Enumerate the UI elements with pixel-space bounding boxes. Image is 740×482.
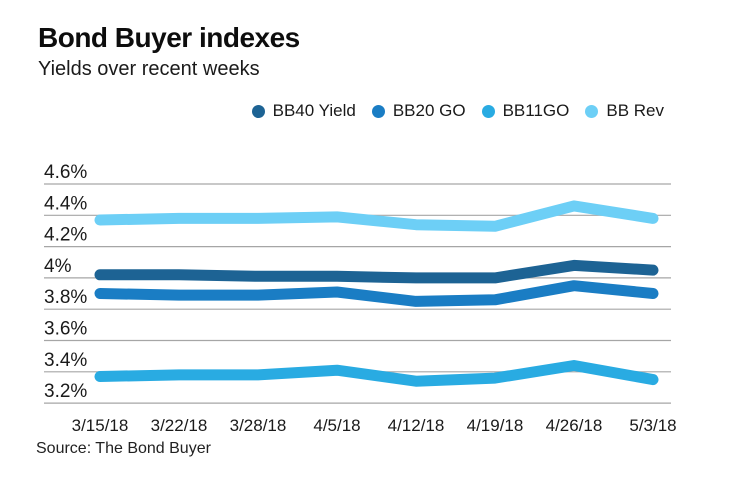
x-tick-label: 3/22/18 bbox=[151, 416, 208, 435]
y-tick-label: 4% bbox=[44, 256, 72, 277]
legend-item-bb40-yield: BB40 Yield bbox=[251, 101, 356, 121]
series-line-bb40-yield bbox=[94, 259, 659, 284]
legend-item-bb11go: BB11GO bbox=[481, 101, 570, 121]
series-line-bb11go bbox=[94, 360, 659, 387]
legend-item-label: BB Rev bbox=[606, 101, 664, 120]
y-tick-label: 3.6% bbox=[44, 319, 87, 340]
y-tick-label: 3.4% bbox=[44, 350, 87, 371]
y-tick-label: 3.2% bbox=[44, 381, 87, 402]
legend-color-dot-icon bbox=[371, 104, 385, 118]
series-line-bb20-go bbox=[94, 280, 659, 307]
legend-item-label: BB11GO bbox=[502, 101, 570, 120]
y-tick-label: 4.2% bbox=[44, 225, 87, 246]
y-tick-label: 4.6% bbox=[44, 162, 87, 183]
x-tick-label: 3/28/18 bbox=[230, 416, 287, 435]
legend-item-label: BB40 Yield bbox=[272, 101, 356, 120]
chart-subtitle: Yields over recent weeks bbox=[38, 58, 260, 80]
x-tick-label: 4/26/18 bbox=[546, 416, 603, 435]
legend-item-bb20-go: BB20 GO bbox=[371, 101, 466, 121]
source-attribution: Source: The Bond Buyer bbox=[36, 440, 211, 457]
x-tick-label: 4/19/18 bbox=[467, 416, 524, 435]
legend-item-bb-rev: BB Rev bbox=[585, 101, 664, 121]
chart-legend: BB40 Yield BB20 GO BB11GO BB Rev bbox=[0, 101, 664, 121]
y-tick-label: 3.8% bbox=[44, 287, 87, 308]
y-tick-label: 4.4% bbox=[44, 193, 87, 214]
x-tick-label: 4/12/18 bbox=[388, 416, 445, 435]
x-tick-label: 3/15/18 bbox=[72, 416, 129, 435]
legend-color-dot-icon bbox=[251, 104, 265, 118]
legend-item-label: BB20 GO bbox=[392, 101, 466, 120]
legend-color-dot-icon bbox=[585, 104, 599, 118]
series-line-bb-rev bbox=[94, 200, 659, 232]
x-tick-label: 5/3/18 bbox=[629, 416, 676, 435]
legend-color-dot-icon bbox=[481, 104, 495, 118]
x-tick-label: 4/5/18 bbox=[313, 416, 360, 435]
page-title: Bond Buyer indexes bbox=[38, 22, 300, 53]
